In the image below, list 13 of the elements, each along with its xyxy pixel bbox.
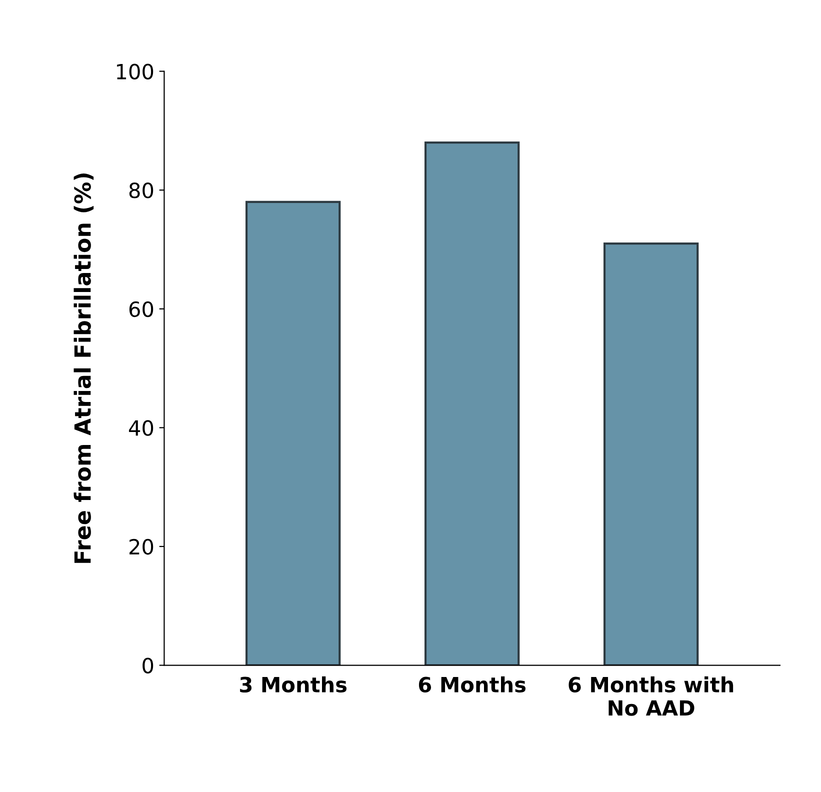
y-tick-label: 0 [142,658,154,674]
y-axis-title: Free from Atrial Fibrillation (%) [74,174,94,563]
bar [245,200,341,666]
y-tick-label: 100 [117,64,154,80]
x-tick-label: 6 Months with No AAD [568,676,734,716]
x-tick-label: 6 Months [418,676,526,693]
y-tick-label: 80 [129,182,154,198]
y-tick-label: 20 [129,538,154,555]
bar [603,242,699,666]
y-tick-label: 60 [129,301,154,318]
bar [424,142,520,666]
x-tick-label: 3 Months [240,676,346,693]
y-tick-label: 40 [128,420,154,436]
